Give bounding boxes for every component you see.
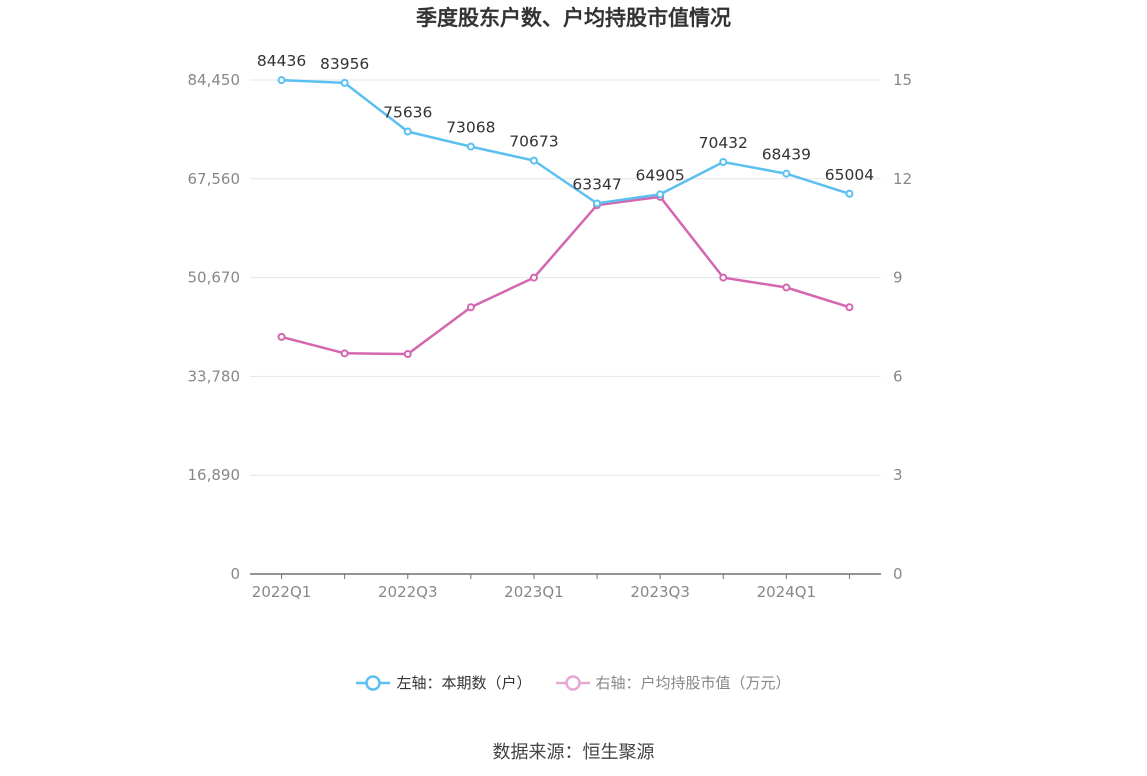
avg-value-point (719, 273, 728, 282)
legend-label-avg-value: 右轴：户均持股市值（万元） (595, 674, 791, 692)
y-right-tick-label: 9 (893, 269, 903, 287)
y-left-tick-label: 16,890 (188, 466, 241, 484)
legend-label-households: 左轴：本期数（户） (396, 674, 532, 692)
x-tick-label: 2023Q3 (630, 583, 690, 601)
avg-value-point (845, 303, 854, 312)
gridlines (250, 79, 881, 476)
x-tick-label: 2022Q1 (252, 583, 312, 601)
avg-value-point (340, 349, 349, 358)
y-left-tick-label: 67,560 (188, 170, 241, 188)
avg-value-point (277, 332, 286, 341)
households-data-label: 70673 (509, 133, 558, 151)
legend-marker-households-icon (356, 674, 391, 691)
households-data-label: 70432 (699, 134, 748, 152)
chart-title: 季度股东户数、户均持股市值情况 (416, 6, 731, 30)
chart-plot: 0 0 16,890 3 33,780 6 50,670 9 67,560 12 84,450 15 2… (188, 52, 913, 601)
x-tick-label: 2023Q1 (504, 583, 564, 601)
households-data-label: 84436 (257, 52, 306, 70)
households-data-label: 63347 (572, 175, 621, 193)
households-point (593, 199, 602, 208)
avg-value-point (529, 273, 538, 282)
households-line (281, 78, 850, 205)
y-right-tick-label: 0 (893, 565, 903, 583)
households-point (403, 127, 412, 136)
households-point (529, 156, 538, 165)
y-right-tick-label: 6 (893, 367, 903, 385)
households-point (845, 189, 854, 198)
y-left-tick-label: 0 (230, 565, 240, 583)
households-data-label: 68439 (762, 146, 811, 164)
legend-marker-avg-value-icon (555, 674, 590, 691)
households-data-label: 73068 (446, 119, 495, 137)
households-data-label: 65004 (825, 166, 874, 184)
households-data-label: 83956 (320, 55, 369, 73)
source-note: 数据来源：恒生聚源 (492, 742, 655, 763)
y-left-tick-label: 33,780 (188, 367, 241, 385)
avg-value-point (466, 303, 475, 312)
legend-item-households[interactable]: 左轴：本期数（户） (356, 672, 532, 693)
avg-value-point (403, 350, 412, 359)
series (277, 76, 854, 359)
x-tick-label: 2024Q1 (757, 583, 817, 601)
households-point (719, 157, 728, 166)
households-point (340, 78, 349, 87)
y-right-tick-label: 12 (893, 170, 912, 188)
y-left-tick-label: 50,670 (188, 269, 241, 287)
y-right-tick-label: 3 (893, 466, 903, 484)
avg-value-point (782, 283, 791, 292)
households-point (782, 169, 791, 178)
legend: 左轴：本期数（户） 右轴：户均持股市值（万元） (0, 672, 1147, 693)
x-tick-label: 2022Q3 (378, 583, 438, 601)
households-point (466, 142, 475, 151)
y-left-tick-label: 84,450 (188, 71, 241, 89)
households-point (277, 76, 286, 85)
y-right-tick-label: 15 (893, 71, 912, 89)
households-data-label: 64905 (635, 166, 684, 184)
households-point (656, 190, 665, 199)
avg-value-line (281, 195, 850, 356)
data-labels: 84436 83956 75636 73068 70673 63347 64905 70432… (257, 52, 874, 193)
households-data-label: 75636 (383, 104, 432, 122)
legend-item-avg-value[interactable]: 右轴：户均持股市值（万元） (555, 672, 791, 693)
axes: 0 0 16,890 3 33,780 6 50,670 9 67,560 12 84,450 15 2… (188, 71, 913, 601)
